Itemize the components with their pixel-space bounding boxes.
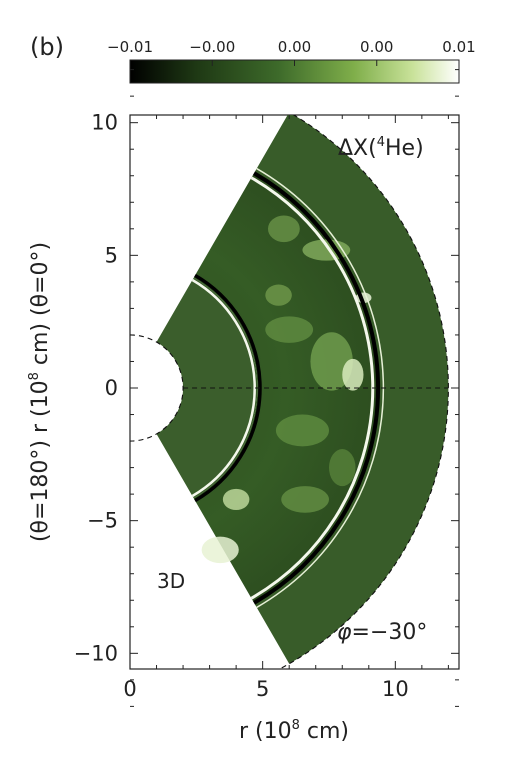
- y-axis-label: (θ=180°) r (108 cm) (θ=0°): [27, 242, 53, 542]
- heatmap-features: [191, 167, 385, 609]
- x-tick-label: 10: [382, 677, 409, 701]
- shell-0: [156, 277, 258, 499]
- dimension-label: 3D: [157, 569, 185, 593]
- phi-label: φ=−30°: [337, 620, 427, 645]
- y-tick-label: 0: [105, 376, 118, 400]
- dashed-guides: [130, 115, 449, 669]
- y-tick-label: −5: [87, 509, 118, 533]
- x-axis-label: r (108 cm): [239, 718, 349, 744]
- plume: [342, 358, 364, 391]
- plume: [265, 316, 314, 343]
- y-axis-ticks: 10 5 0 −5 −10: [74, 69, 459, 707]
- colorbar-tick-label: 0.00: [360, 38, 393, 56]
- x-tick-label: 0: [123, 677, 136, 701]
- x-axis-ticks: 0 5 10: [123, 115, 449, 701]
- plume: [267, 215, 300, 243]
- plot-area: 0 5 10 10 5 0 −5 −10: [74, 69, 460, 707]
- shell-2: [254, 115, 449, 664]
- colorbar-tick-label: −0.00: [189, 38, 235, 56]
- colorbar: −0.01 −0.00 0.00 0.00 0.01: [107, 38, 476, 84]
- colorbar-ticks: −0.01 −0.00 0.00 0.00 0.01: [107, 38, 476, 66]
- plume: [310, 332, 353, 391]
- y-tick-label: −10: [74, 641, 118, 665]
- interface-band: [253, 171, 381, 605]
- panel-label: (b): [30, 33, 64, 61]
- plume: [328, 449, 356, 487]
- plume: [275, 414, 329, 447]
- plume: [222, 488, 250, 511]
- quantity-label: ΔX(4He): [338, 135, 424, 161]
- y-tick-label: 10: [91, 111, 118, 135]
- colorbar-tick-label: −0.01: [107, 38, 153, 56]
- plume: [201, 536, 239, 564]
- colorbar-tick-label: 0.01: [442, 38, 475, 56]
- y-tick-label: 5: [105, 243, 118, 267]
- colorbar-tick-label: 0.00: [278, 38, 311, 56]
- plume: [265, 284, 292, 306]
- interface-band: [191, 278, 256, 498]
- x-tick-label: 5: [256, 677, 269, 701]
- plume: [281, 486, 329, 513]
